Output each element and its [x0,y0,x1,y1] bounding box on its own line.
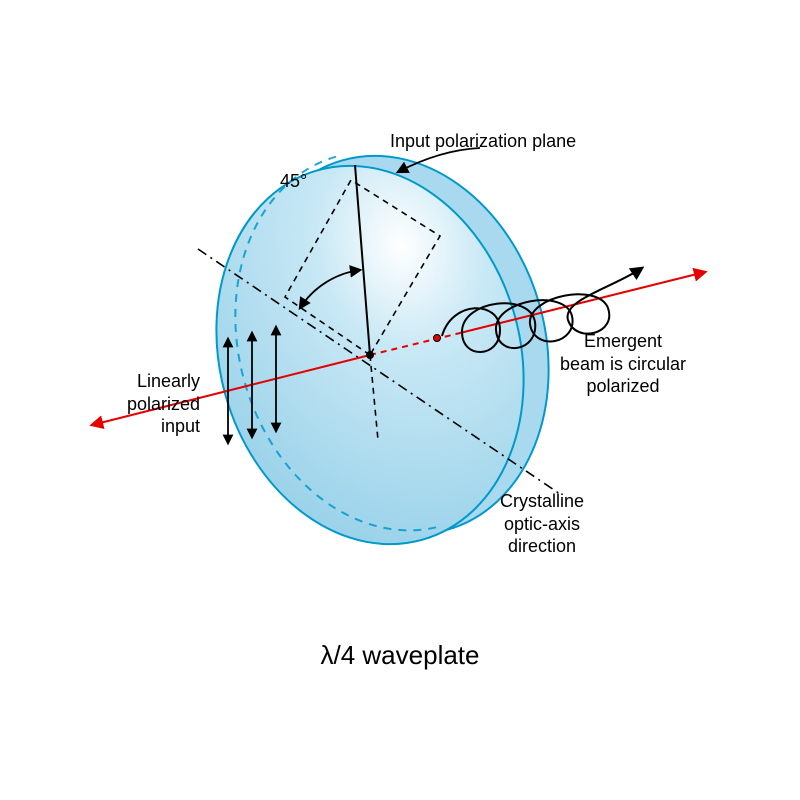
diagram-title: λ/4 waveplate [0,640,800,671]
center-dot-front [366,351,374,359]
emergent-label: Emergent beam is circular polarized [560,330,686,398]
center-dot-rear [434,335,441,342]
input-plane-label: Input polarization plane [390,130,576,153]
optic-axis-label: Crystalline optic-axis direction [500,490,584,558]
angle-label: 45° [280,170,307,193]
linear-input-label: Linearly polarized input [85,370,200,438]
